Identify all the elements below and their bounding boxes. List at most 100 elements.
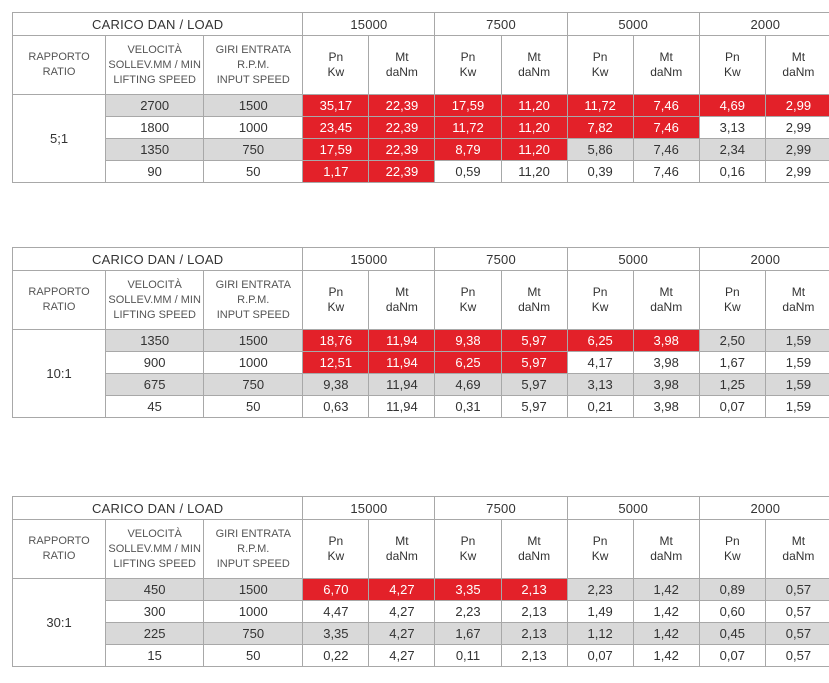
mt-header-line: daNm [782,549,815,563]
mt-value: 7,46 [653,142,679,157]
mt-cell: 11,20 [500,138,568,161]
load-value-cell: 7500 [434,496,568,520]
pn-value: 0,60 [719,604,745,619]
pn-value: 17,59 [451,98,485,113]
load-value-cell: 2000 [698,12,829,36]
mt-cell: 11,94 [368,373,436,396]
mt-value: 4,27 [389,648,415,663]
pn-header: Pn Kw [566,519,634,579]
speed-cell: 900 [105,351,205,374]
rpm-value: 1000 [238,120,268,135]
mt-value: 5,97 [521,377,547,392]
mt-cell: 7,46 [632,160,700,183]
pn-value: 3,35 [455,582,481,597]
rpm-header-line: INPUT SPEED [216,557,290,570]
load-value: 7500 [486,16,516,32]
pn-value: 7,82 [587,120,613,135]
load-label: CARICO DAN / LOAD [92,16,224,32]
mt-value: 11,20 [518,164,550,179]
mt-cell: 1,42 [632,622,700,645]
mt-cell: 11,20 [500,160,568,183]
load-table: CARICO DAN / LOAD 15000 7500 5000 2000 RAPPOR… [11,12,829,183]
load-value-cell: 15000 [302,247,436,271]
pn-cell: 1,67 [434,622,502,645]
mt-value: 4,27 [389,626,415,641]
load-value: 5000 [618,500,649,516]
ratio-header-line: RAPPORTO [28,286,90,298]
mt-value: 1,42 [653,626,679,641]
rpm-cell: 50 [203,160,304,183]
pn-value: 1,17 [323,164,349,179]
rpm-value: 50 [246,648,261,663]
pn-value: 5,86 [587,142,613,157]
mt-header-line: Mt [527,534,541,548]
speed-cell: 675 [105,373,205,396]
mt-cell: 5,97 [500,351,568,374]
mt-header: Mt daNm [368,270,436,330]
rpm-value: 1000 [238,355,268,370]
pn-header: Pn Kw [302,35,370,95]
pn-cell: 18,76 [302,329,370,352]
pn-header: Pn Kw [698,35,766,95]
ratio-header-line: RATIO [42,66,76,78]
mt-cell: 7,46 [632,138,700,161]
pn-value: 1,67 [455,626,481,641]
pn-value: 0,16 [719,164,745,179]
table-row: 225 750 3,35 4,27 1,67 2,13 1,12 1,42 0,45 0,57 [13,622,829,645]
speed-value: 15 [147,648,162,663]
mt-value: 11,20 [518,142,550,157]
pn-header-line: Kw [591,549,609,563]
mt-value: 4,27 [389,582,415,597]
ratio-header: RAPPORTO RATIO [11,270,107,330]
speed-cell: 1350 [105,329,205,352]
load-label-cell: CARICO DAN / LOAD [11,12,304,36]
pn-value: 2,34 [719,142,745,157]
pn-value: 1,25 [719,377,745,392]
ratio-value: 5;1 [50,131,69,146]
load-value-cell: 5000 [566,496,700,520]
pn-cell: 0,07 [698,644,766,667]
mt-value: 3,98 [653,355,679,370]
pn-cell: 1,12 [566,622,634,645]
table-row: 90 50 1,17 22,39 0,59 11,20 0,39 7,46 0,16 2,99 [13,160,829,183]
mt-cell: 22,39 [368,94,436,117]
speed-header-line: SOLLEV.MM / MIN [108,542,201,555]
speed-cell: 15 [105,644,205,667]
rpm-header-line: INPUT SPEED [216,73,290,86]
ratio-cell: 10:1 [11,329,107,418]
pn-value: 4,17 [587,355,613,370]
pn-cell: 0,07 [566,644,634,667]
mt-header-line: daNm [782,300,815,314]
rpm-cell: 750 [203,373,304,396]
mt-cell: 22,39 [368,116,436,139]
mt-cell: 3,98 [632,373,700,396]
mt-header: Mt daNm [368,35,436,95]
mt-value: 11,94 [386,355,418,370]
pn-cell: 1,17 [302,160,370,183]
speed-value: 2700 [140,98,170,113]
mt-value: 1,59 [785,333,812,348]
pn-header-line: Kw [723,300,741,314]
pn-value: 9,38 [323,377,349,392]
pn-value: 0,07 [719,648,745,663]
load-value: 2000 [750,500,781,516]
pn-cell: 1,67 [698,351,766,374]
mt-header-line: Mt [527,285,541,299]
pn-cell: 2,34 [698,138,766,161]
mt-header: Mt daNm [764,270,829,330]
rpm-value: 750 [242,377,265,392]
pn-header-line: Pn [328,534,344,548]
mt-cell: 11,94 [368,329,436,352]
speed-cell: 2700 [105,94,205,117]
load-value: 7500 [486,500,516,516]
mt-value: 5,97 [521,333,547,348]
mt-header-line: Mt [791,50,806,64]
mt-value: 22,39 [385,164,419,179]
rpm-cell: 1500 [203,578,304,601]
mt-cell: 0,57 [764,578,829,601]
pn-cell: 23,45 [302,116,370,139]
pn-header: Pn Kw [302,519,370,579]
mt-header-line: daNm [518,549,551,563]
pn-value: 3,13 [587,377,613,392]
mt-value: 1,42 [653,648,679,663]
